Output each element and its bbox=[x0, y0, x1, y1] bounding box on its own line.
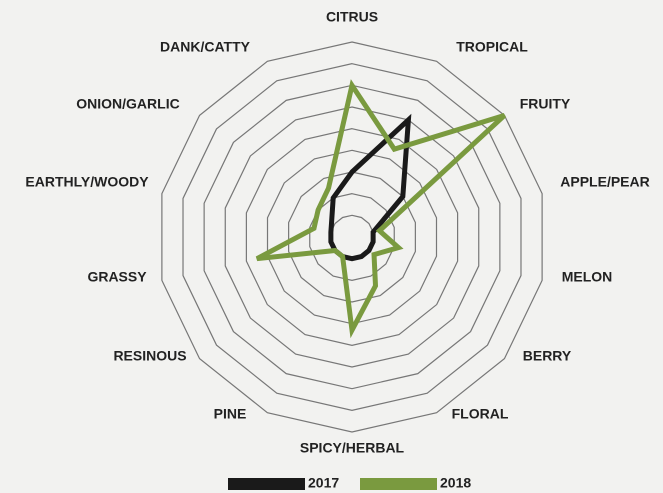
axis-label: APPLE/PEAR bbox=[560, 174, 649, 190]
axis-label: GRASSY bbox=[87, 269, 147, 285]
axis-label: PINE bbox=[214, 406, 247, 422]
axis-label: FRUITY bbox=[520, 96, 571, 112]
axis-label: SPICY/HERBAL bbox=[300, 440, 405, 456]
grid-ring bbox=[203, 84, 501, 390]
grid-ring bbox=[224, 106, 480, 368]
grid-ring bbox=[245, 128, 459, 346]
series-line bbox=[328, 113, 412, 262]
axis-label: RESINOUS bbox=[113, 348, 186, 364]
axis-label: CITRUS bbox=[326, 9, 378, 25]
legend-swatch bbox=[228, 478, 305, 490]
legend-label: 2017 bbox=[308, 475, 339, 491]
axis-label: BERRY bbox=[523, 348, 572, 364]
legend-swatch bbox=[360, 478, 437, 490]
series-line bbox=[255, 79, 507, 339]
axis-label: MELON bbox=[562, 269, 613, 285]
axis-label: ONION/GARLIC bbox=[76, 96, 179, 112]
grid-ring bbox=[161, 41, 543, 433]
legend-label: 2018 bbox=[440, 475, 471, 491]
axis-label: FLORAL bbox=[452, 406, 509, 422]
axis-label: EARTHLY/WOODY bbox=[25, 174, 149, 190]
axis-label: TROPICAL bbox=[456, 39, 528, 55]
grid-ring bbox=[288, 171, 416, 303]
grid-ring bbox=[182, 63, 522, 411]
axis-label: DANK/CATTY bbox=[160, 39, 251, 55]
